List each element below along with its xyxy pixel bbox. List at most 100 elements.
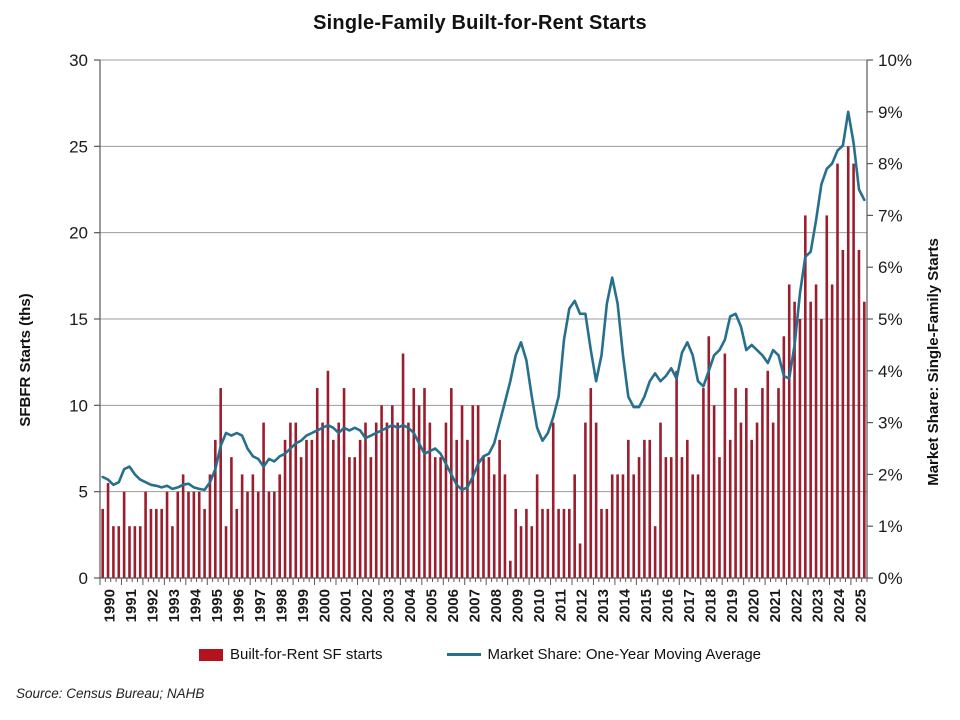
bar bbox=[782, 336, 786, 578]
bar bbox=[230, 457, 233, 578]
bar bbox=[659, 422, 662, 578]
bar bbox=[149, 508, 153, 578]
bar bbox=[176, 491, 180, 578]
x-axis-year-label: 2019 bbox=[724, 589, 741, 622]
right-axis-tick-label: 6% bbox=[878, 258, 903, 277]
bar bbox=[632, 474, 635, 578]
x-axis-year-label: 2013 bbox=[595, 589, 612, 622]
bar bbox=[482, 457, 485, 578]
bar bbox=[809, 301, 812, 578]
bar bbox=[525, 508, 528, 578]
bar bbox=[777, 388, 780, 578]
x-axis-year-label: 2006 bbox=[445, 589, 462, 622]
bar bbox=[214, 439, 217, 578]
bar bbox=[498, 439, 501, 578]
bar bbox=[423, 388, 426, 578]
source-note: Source: Census Bureau; NAHB bbox=[16, 686, 205, 701]
bar bbox=[391, 405, 394, 578]
bar bbox=[385, 422, 389, 578]
x-axis-year-label: 2020 bbox=[745, 589, 762, 622]
bar bbox=[487, 457, 491, 578]
left-axis-title: SFBFR Starts (ths) bbox=[17, 293, 34, 426]
bar bbox=[348, 457, 351, 578]
bar bbox=[728, 439, 732, 578]
left-axis-tick-label: 15 bbox=[69, 310, 88, 329]
bar bbox=[112, 526, 115, 578]
bar bbox=[203, 508, 206, 578]
right-axis-tick-label: 3% bbox=[878, 414, 903, 433]
bar bbox=[117, 526, 121, 578]
bar bbox=[396, 422, 399, 578]
x-axis-year-label: 2004 bbox=[402, 588, 419, 622]
x-axis-year-label: 2024 bbox=[831, 588, 848, 622]
bar bbox=[846, 146, 850, 579]
x-axis-year-label: 2007 bbox=[466, 589, 483, 622]
bar bbox=[133, 526, 137, 578]
bar bbox=[863, 301, 866, 578]
bar bbox=[224, 526, 228, 578]
right-axis-tick-label: 4% bbox=[878, 362, 903, 381]
legend-bars-label: Built-for-Rent SF starts bbox=[229, 646, 383, 663]
x-axis-year-label: 2010 bbox=[531, 589, 548, 622]
x-axis-year-label: 1994 bbox=[188, 588, 205, 622]
right-axis-tick-label: 10% bbox=[878, 51, 912, 70]
bar bbox=[627, 439, 630, 578]
bar bbox=[407, 422, 410, 578]
bar bbox=[761, 388, 764, 578]
bar bbox=[653, 526, 657, 578]
bar bbox=[138, 526, 142, 578]
x-axis-year-label: 2000 bbox=[316, 589, 333, 622]
bar bbox=[793, 301, 796, 578]
bar bbox=[830, 284, 834, 578]
bar bbox=[310, 439, 314, 578]
bar bbox=[128, 526, 131, 578]
right-axis-tick-label: 5% bbox=[878, 310, 903, 329]
bar bbox=[610, 474, 614, 578]
x-axis-year-label: 1990 bbox=[102, 589, 119, 622]
bar bbox=[299, 457, 303, 578]
bar bbox=[439, 457, 442, 578]
bar bbox=[546, 508, 550, 578]
bar bbox=[616, 474, 619, 578]
left-axis-tick-label: 0 bbox=[79, 569, 88, 588]
bar bbox=[144, 491, 147, 578]
x-axis-year-label: 1999 bbox=[295, 589, 312, 622]
left-axis-tick-label: 5 bbox=[79, 483, 88, 502]
x-axis-year-label: 1996 bbox=[230, 589, 247, 622]
bar bbox=[305, 439, 308, 578]
bar bbox=[251, 474, 255, 578]
legend-line-label: Market Share: One-Year Moving Average bbox=[487, 646, 762, 663]
bar bbox=[707, 336, 711, 578]
bar bbox=[771, 422, 775, 578]
bar bbox=[401, 353, 405, 578]
x-axis-year-label: 2005 bbox=[424, 589, 441, 622]
bar bbox=[337, 422, 340, 578]
x-axis-year-label: 1993 bbox=[166, 589, 183, 622]
x-axis-year-label: 2012 bbox=[574, 589, 591, 622]
bar bbox=[519, 526, 523, 578]
bar bbox=[509, 560, 512, 578]
bar bbox=[364, 422, 367, 578]
bar bbox=[412, 388, 416, 578]
bar bbox=[208, 474, 212, 578]
bar bbox=[460, 405, 464, 578]
bar bbox=[669, 457, 673, 578]
bar bbox=[326, 370, 330, 578]
chart-title: Single-Family Built-for-Rent Starts bbox=[313, 12, 647, 34]
bar bbox=[278, 474, 281, 578]
bar bbox=[369, 457, 373, 578]
bar bbox=[675, 370, 678, 578]
bar bbox=[240, 474, 244, 578]
bar bbox=[691, 474, 694, 578]
legend: Built-for-Rent SF starts Market Share: O… bbox=[0, 646, 960, 663]
bar bbox=[235, 508, 239, 578]
bar bbox=[294, 422, 298, 578]
bar bbox=[535, 474, 539, 578]
bar bbox=[101, 508, 104, 578]
right-axis-tick-label: 7% bbox=[878, 206, 903, 225]
bar bbox=[181, 474, 185, 578]
bar bbox=[503, 474, 507, 578]
bar bbox=[171, 526, 174, 578]
